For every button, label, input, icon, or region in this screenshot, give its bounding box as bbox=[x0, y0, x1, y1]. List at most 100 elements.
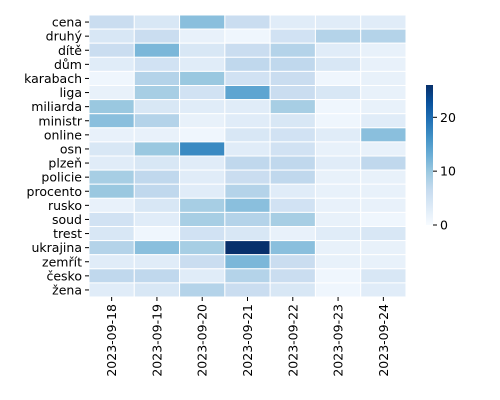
heatmap-cell bbox=[224, 211, 271, 227]
heatmap-cell bbox=[314, 282, 362, 298]
x-tick-label: 2023-09-23 bbox=[331, 304, 346, 377]
heatmap-cell bbox=[133, 211, 181, 227]
heatmap-cell bbox=[224, 254, 271, 270]
y-tick-label: dítě bbox=[58, 43, 82, 58]
heatmap-cell bbox=[224, 268, 271, 284]
heatmap-cell bbox=[88, 240, 135, 256]
y-tick-label: ministr bbox=[38, 113, 82, 128]
heatmap-cell bbox=[314, 169, 362, 185]
heatmap-cell bbox=[360, 240, 407, 256]
heatmap-cell bbox=[179, 56, 226, 72]
heatmap-cell bbox=[133, 28, 181, 44]
heatmap-cell bbox=[133, 14, 181, 30]
y-tick-label: druhý bbox=[46, 29, 83, 44]
heatmap-cell bbox=[269, 254, 316, 270]
heatmap-cell bbox=[179, 169, 226, 185]
heatmap-cell bbox=[224, 155, 271, 171]
heatmap-cell bbox=[360, 169, 407, 185]
colorbar-tick-label: 10 bbox=[440, 164, 456, 179]
y-tick-label: ukrajina bbox=[32, 240, 83, 255]
heatmap-cell bbox=[179, 85, 226, 101]
y-tick-label: soud bbox=[52, 212, 82, 227]
heatmap-cell bbox=[269, 226, 316, 242]
y-tick-label: liga bbox=[59, 85, 82, 100]
colorbar-gradient bbox=[426, 85, 433, 225]
heatmap-cell bbox=[133, 268, 181, 284]
heatmap-cell bbox=[269, 211, 316, 227]
heatmap-cell bbox=[133, 155, 181, 171]
heatmap-cell bbox=[224, 28, 271, 44]
heatmap-cell bbox=[269, 28, 316, 44]
heatmap-cell bbox=[179, 14, 226, 30]
heatmap-cell bbox=[133, 282, 181, 298]
heatmap-cell bbox=[314, 99, 362, 115]
heatmap-cell bbox=[133, 254, 181, 270]
heatmap-cell bbox=[224, 14, 271, 30]
heatmap-cell bbox=[88, 14, 135, 30]
heatmap-cell bbox=[360, 42, 407, 58]
heatmap-cell bbox=[269, 155, 316, 171]
heatmap-cell bbox=[179, 42, 226, 58]
heatmap-cell bbox=[224, 197, 271, 213]
y-tick-label: miliarda bbox=[31, 99, 82, 114]
heatmap-cell bbox=[88, 211, 135, 227]
heatmap-cell bbox=[360, 211, 407, 227]
y-tick-label: rusko bbox=[48, 198, 82, 213]
heatmap-cell bbox=[314, 56, 362, 72]
heatmap-cell bbox=[88, 85, 135, 101]
heatmap-cell bbox=[360, 183, 407, 199]
heatmap-cell bbox=[179, 113, 226, 129]
heatmap-cell bbox=[133, 127, 181, 143]
heatmap-cell bbox=[224, 240, 271, 256]
heatmap-cell bbox=[360, 155, 407, 171]
heatmap-cell bbox=[314, 226, 362, 242]
y-tick-label: žena bbox=[52, 282, 82, 297]
heatmap-cell bbox=[179, 28, 226, 44]
y-tick-label: cena bbox=[52, 15, 82, 30]
heatmap-cell bbox=[224, 42, 271, 58]
heatmap-cell bbox=[224, 99, 271, 115]
heatmap-cell bbox=[269, 113, 316, 129]
heatmap-cell bbox=[133, 56, 181, 72]
heatmap-cell bbox=[88, 141, 135, 157]
heatmap-cell bbox=[179, 197, 226, 213]
heatmap-cell bbox=[360, 226, 407, 242]
heatmap-cell bbox=[360, 268, 407, 284]
heatmap-cell bbox=[224, 127, 271, 143]
heatmap-cell bbox=[269, 127, 316, 143]
heatmap-cell bbox=[133, 113, 181, 129]
heatmap-cell bbox=[88, 183, 135, 199]
heatmap-cell bbox=[133, 183, 181, 199]
heatmap-cell bbox=[360, 85, 407, 101]
heatmap-cell bbox=[179, 282, 226, 298]
heatmap-cell bbox=[314, 28, 362, 44]
heatmap-cell bbox=[269, 99, 316, 115]
y-tick-label: karabach bbox=[24, 71, 82, 86]
heatmap-cell bbox=[360, 99, 407, 115]
heatmap-cell bbox=[224, 141, 271, 157]
heatmap-cell bbox=[224, 282, 271, 298]
heatmap-cell bbox=[314, 197, 362, 213]
heatmap-cell bbox=[269, 14, 316, 30]
y-tick-label: dům bbox=[54, 57, 82, 72]
heatmap-cell bbox=[179, 226, 226, 242]
heatmap-cell bbox=[133, 99, 181, 115]
heatmap-cell bbox=[88, 99, 135, 115]
heatmap-cell bbox=[88, 127, 135, 143]
x-tick-label: 2023-09-24 bbox=[376, 304, 391, 377]
heatmap-cell bbox=[314, 155, 362, 171]
heatmap-cell bbox=[133, 42, 181, 58]
x-tick-label: 2023-09-21 bbox=[240, 304, 255, 377]
heatmap-cell bbox=[360, 282, 407, 298]
heatmap-cell bbox=[133, 169, 181, 185]
colorbar: 0 10 20 bbox=[426, 85, 456, 233]
heatmap-cell bbox=[88, 28, 135, 44]
y-tick-label: trest bbox=[53, 226, 82, 241]
heatmap-cell bbox=[314, 85, 362, 101]
heatmap-cell bbox=[314, 42, 362, 58]
heatmap-cell bbox=[88, 70, 135, 87]
y-tick-label: policie bbox=[41, 170, 82, 185]
heatmap-cell bbox=[314, 268, 362, 284]
heatmap-cell bbox=[269, 85, 316, 101]
